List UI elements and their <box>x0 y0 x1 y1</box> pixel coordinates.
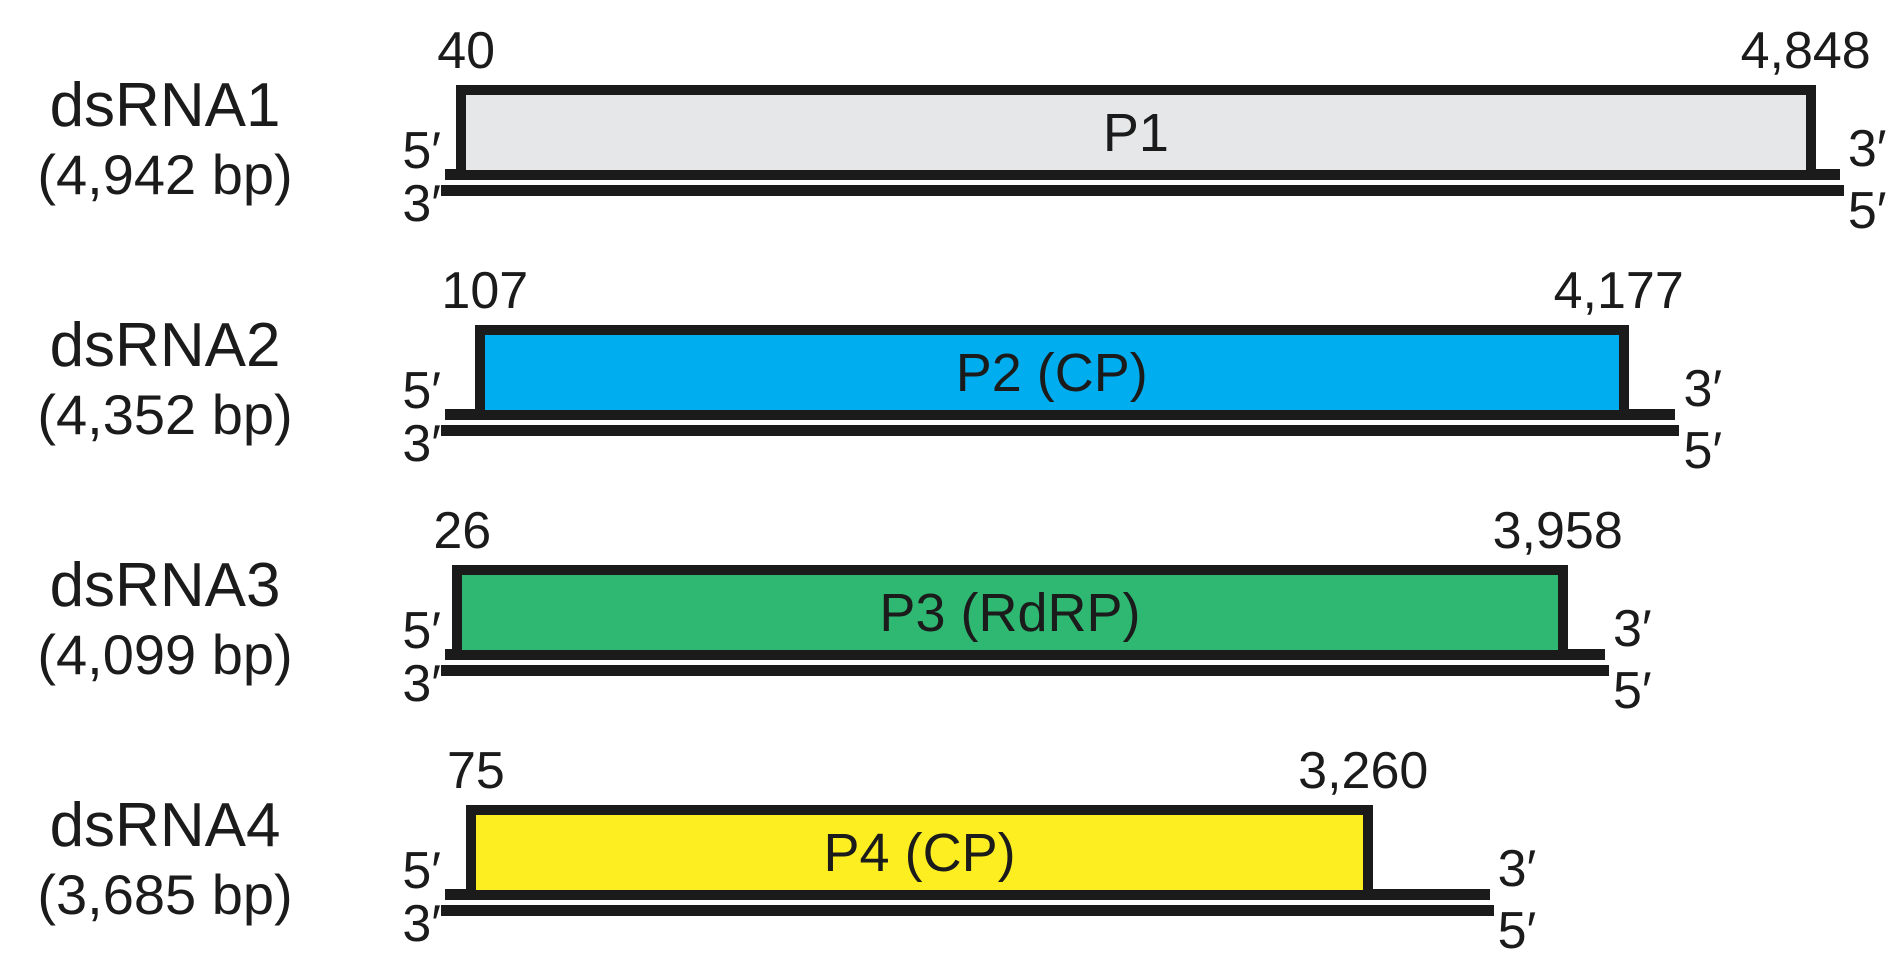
orf-label: P3 (RdRP) <box>879 582 1141 643</box>
orf-start-coordinate: 40 <box>437 22 496 80</box>
orf-box: P4 (CP) <box>465 805 1374 900</box>
five-prime-left-label: 5′ <box>402 842 441 900</box>
orf-box: P3 (RdRP) <box>452 565 1568 660</box>
three-prime-left-label: 3′ <box>402 175 441 233</box>
orf-box: P2 (CP) <box>474 325 1629 420</box>
five-prime-right-label: 5′ <box>1497 902 1537 960</box>
five-prime-left-label: 5′ <box>402 362 441 420</box>
orf-label: P1 <box>1102 102 1169 163</box>
segment-size: (4,352 bp) <box>37 383 293 446</box>
orf-label: P2 (CP) <box>955 342 1148 403</box>
orf-box: P1 <box>456 85 1816 180</box>
three-prime-right-label: 3′ <box>1847 120 1887 178</box>
segment-name: dsRNA1 <box>49 71 281 140</box>
orf-start-coordinate: 107 <box>441 262 529 320</box>
segment-size: (4,942 bp) <box>37 143 293 206</box>
five-prime-left-label: 5′ <box>402 602 441 660</box>
segment-label-block: dsRNA3 (4,099 bp) <box>0 555 330 683</box>
orf-end-coordinate: 4,848 <box>1740 22 1871 80</box>
five-prime-right-label: 5′ <box>1612 662 1652 720</box>
dsrna-row: dsRNA2 (4,352 bp) 107 4,177 P2 (CP) 5′ 3… <box>0 240 1904 480</box>
segment-name: dsRNA3 <box>49 551 281 620</box>
three-prime-right-label: 3′ <box>1683 360 1723 418</box>
segment-size: (3,685 bp) <box>37 863 293 926</box>
orf-start-coordinate: 26 <box>433 502 492 560</box>
segment-label-block: dsRNA4 (3,685 bp) <box>0 795 330 923</box>
three-prime-left-label: 3′ <box>402 415 441 473</box>
dsrna-row: dsRNA1 (4,942 bp) 40 4,848 P1 5′ 3′ 3′ 5… <box>0 0 1904 240</box>
strand-line-bottom <box>441 185 1844 196</box>
segment-name: dsRNA2 <box>49 311 281 380</box>
five-prime-right-label: 5′ <box>1683 422 1723 480</box>
orf-end-coordinate: 3,260 <box>1298 742 1429 800</box>
segment-label-block: dsRNA2 (4,352 bp) <box>0 315 330 443</box>
three-prime-right-label: 3′ <box>1612 600 1652 658</box>
segment-size: (4,099 bp) <box>37 623 293 686</box>
orf-end-coordinate: 3,958 <box>1492 502 1623 560</box>
five-prime-left-label: 5′ <box>402 122 441 180</box>
segment-label-block: dsRNA1 (4,942 bp) <box>0 75 330 203</box>
orf-end-coordinate: 4,177 <box>1553 262 1684 320</box>
three-prime-right-label: 3′ <box>1497 840 1537 898</box>
three-prime-left-label: 3′ <box>402 895 441 953</box>
dsrna-row: dsRNA3 (4,099 bp) 26 3,958 P3 (RdRP) 5′ … <box>0 480 1904 720</box>
five-prime-right-label: 5′ <box>1847 182 1887 240</box>
three-prime-left-label: 3′ <box>402 655 441 713</box>
strand-line-bottom <box>441 905 1494 916</box>
orf-label: P4 (CP) <box>823 822 1016 883</box>
strand-line-bottom <box>441 665 1609 676</box>
strand-line-bottom <box>441 425 1680 436</box>
segment-name: dsRNA4 <box>49 791 281 860</box>
dsrna-row: dsRNA4 (3,685 bp) 75 3,260 P4 (CP) 5′ 3′… <box>0 720 1904 960</box>
orf-start-coordinate: 75 <box>446 742 505 800</box>
